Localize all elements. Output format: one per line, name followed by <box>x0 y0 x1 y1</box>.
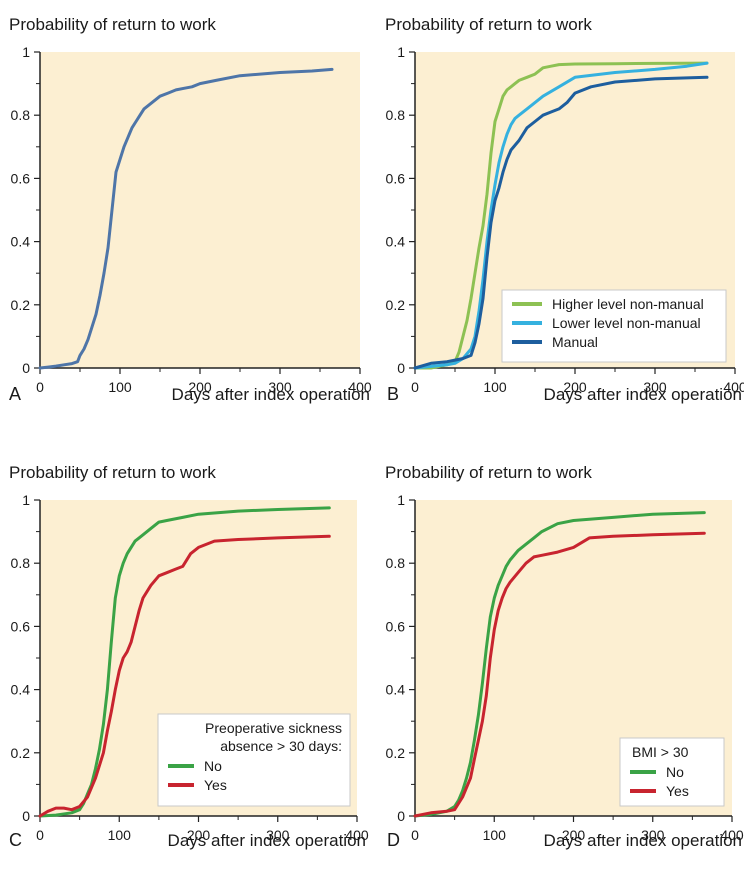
panel-letter: C <box>9 830 22 850</box>
y-tick-label: 0 <box>397 360 405 376</box>
x-tick-label: 0 <box>411 827 419 843</box>
x-tick-label: 100 <box>483 827 507 843</box>
x-tick-label: 300 <box>643 379 667 395</box>
series-line-manual <box>413 75 709 370</box>
panel-title: Probability of return to work <box>9 15 216 34</box>
series-line-yes <box>38 534 331 818</box>
x-tick-label: 300 <box>268 379 292 395</box>
x-tick-label: 400 <box>723 379 744 395</box>
panel-title: Probability of return to work <box>385 463 592 482</box>
y-tick-label: 0.6 <box>386 618 406 634</box>
panel-d: Probability of return to work 0 0.2 0.4 0.6 0… <box>385 463 744 850</box>
legend-label: Manual <box>552 334 598 350</box>
legend: Preoperative sickness absence > 30 days: N… <box>157 713 351 807</box>
legend-label: No <box>666 764 684 780</box>
y-tick-label: 0.8 <box>11 107 31 123</box>
series-line-1 <box>38 67 334 370</box>
x-tick-label: 200 <box>187 827 211 843</box>
panel-title: Probability of return to work <box>385 15 592 34</box>
x-tick-label: 0 <box>411 379 419 395</box>
series-line-higher-level-non-manual <box>413 61 709 370</box>
y-tick-label: 0.8 <box>11 555 31 571</box>
y-tick-label: 0.2 <box>11 297 31 313</box>
y-tick-label: 0 <box>397 808 405 824</box>
legend-title-line: absence > 30 days: <box>220 738 342 754</box>
y-tick-label: 1 <box>397 44 405 60</box>
legend-label: No <box>204 758 222 774</box>
y-tick-label: 0.4 <box>386 682 406 698</box>
legend-box <box>157 713 351 807</box>
x-tick-label: 200 <box>188 379 212 395</box>
x-tick-label: 400 <box>345 827 369 843</box>
series-line-lower-level-non-manual <box>413 61 709 370</box>
y-tick-label: 0.4 <box>386 234 406 250</box>
x-tick-label: 300 <box>266 827 290 843</box>
x-tick-label: 200 <box>563 379 587 395</box>
y-tick-label: 0.2 <box>386 745 406 761</box>
legend-label: Yes <box>204 777 227 793</box>
legend-title-line: Preoperative sickness <box>205 720 342 736</box>
y-tick-label: 0.6 <box>11 618 31 634</box>
y-tick-label: 1 <box>397 492 405 508</box>
y-tick-label: 0 <box>22 808 30 824</box>
legend-title: BMI > 30 <box>632 744 689 760</box>
x-tick-label: 400 <box>720 827 744 843</box>
panel-c: Probability of return to work 0 0.2 0.4 0.6 0… <box>9 463 369 850</box>
legend-label: Higher level non-manual <box>552 296 704 312</box>
y-tick-label: 0.8 <box>386 107 406 123</box>
x-tick-label: 100 <box>108 827 132 843</box>
x-axis-label: Days after index operation <box>544 831 742 850</box>
panel-a: Probability of return to work 0 0.2 0.4 0.6 0… <box>9 15 372 404</box>
y-tick-label: 1 <box>22 44 30 60</box>
x-tick-label: 0 <box>36 827 44 843</box>
panel-letter: B <box>387 384 399 404</box>
legend-label: Lower level non-manual <box>552 315 701 331</box>
legend: BMI > 30 No Yes <box>619 737 725 807</box>
y-tick-label: 0.6 <box>386 170 406 186</box>
panel-letter: D <box>387 830 400 850</box>
series-line-yes <box>413 531 706 818</box>
panel-letter: A <box>9 384 21 404</box>
x-tick-label: 0 <box>36 379 44 395</box>
x-tick-label: 200 <box>562 827 586 843</box>
panel-b: Probability of return to work 0 0.2 0.4 0.6 0… <box>385 15 744 404</box>
y-tick-label: 0.2 <box>11 745 31 761</box>
y-tick-label: 0.6 <box>11 170 31 186</box>
y-tick-label: 0.4 <box>11 234 31 250</box>
y-tick-label: 0.4 <box>11 682 31 698</box>
panel-title: Probability of return to work <box>9 463 216 482</box>
plot-area <box>40 52 360 368</box>
x-tick-label: 300 <box>641 827 665 843</box>
x-tick-label: 400 <box>348 379 372 395</box>
legend-label: Yes <box>666 783 689 799</box>
x-tick-label: 100 <box>483 379 507 395</box>
y-tick-label: 0.8 <box>386 555 406 571</box>
y-tick-label: 0 <box>22 360 30 376</box>
x-axis-label: Days after index operation <box>544 385 742 404</box>
legend: Higher level non-manual Lower level non-m… <box>501 289 727 363</box>
series-line-no <box>413 511 706 818</box>
y-tick-label: 1 <box>22 492 30 508</box>
x-axis-label: Days after index operation <box>168 831 366 850</box>
x-tick-label: 100 <box>108 379 132 395</box>
y-tick-label: 0.2 <box>386 297 406 313</box>
x-axis-label: Days after index operation <box>172 385 370 404</box>
